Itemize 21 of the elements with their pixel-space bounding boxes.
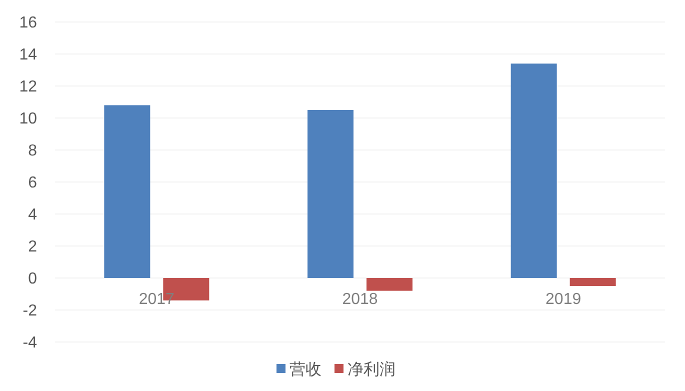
y-tick-label: 16	[19, 14, 38, 32]
y-tick-label: 12	[19, 78, 38, 96]
y-tick-label: -4	[22, 334, 38, 352]
y-tick-label: 6	[28, 174, 38, 192]
bar	[308, 110, 354, 278]
bar	[366, 278, 412, 291]
bar	[570, 278, 616, 286]
x-tick-label: 2019	[546, 291, 582, 308]
y-tick-label: 4	[28, 206, 38, 224]
y-tick-label: 14	[19, 46, 38, 64]
y-tick-label: 10	[19, 110, 38, 128]
bar	[104, 105, 150, 278]
y-tick-label: 2	[28, 238, 38, 256]
y-tick-label: -2	[22, 302, 38, 320]
y-tick-label: 0	[28, 270, 38, 288]
legend-label: 营收	[290, 360, 322, 379]
bar	[510, 64, 557, 278]
legend-label: 净利润	[348, 360, 396, 379]
x-tick-label: 2018	[342, 291, 378, 308]
y-tick-label: 8	[28, 142, 38, 160]
x-tick-label: 2017	[138, 291, 175, 308]
